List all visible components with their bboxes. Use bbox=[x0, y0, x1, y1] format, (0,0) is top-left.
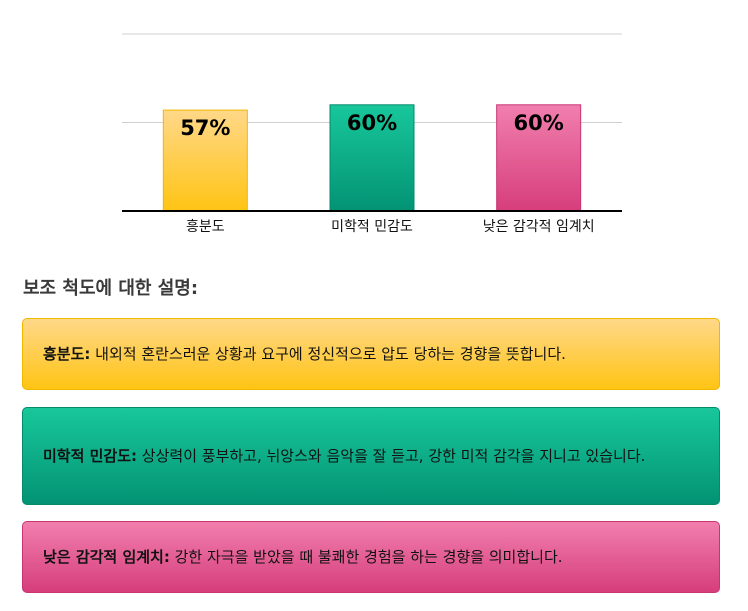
bar-2 bbox=[496, 104, 582, 212]
explanation-desc-excitation: 내외적 혼란스러운 상황과 요구에 정신적으로 압도 당하는 경향을 뜻합니다. bbox=[90, 345, 566, 363]
bar-chart-svg: 57% 흥분도 60% 미학적 민감도 60% 낮은 감각적 임계치 bbox=[122, 33, 622, 235]
explanation-desc-threshold: 강한 자극을 받았을 때 불쾌한 경험을 하는 경향을 의미합니다. bbox=[169, 548, 563, 566]
explanation-term-excitation: 흥분도: bbox=[43, 345, 91, 363]
bar-data-label-2: 60% bbox=[514, 111, 564, 135]
x-tick-label-0: 흥분도 bbox=[186, 219, 225, 235]
explanations-title: 보조 척도에 대한 설명: bbox=[23, 278, 199, 299]
bar-chart: 57% 흥분도 60% 미학적 민감도 60% 낮은 감각적 임계치 bbox=[0, 0, 748, 250]
explanation-card-aesthetic: 미학적 민감도: 상상력이 풍부하고, 뉘앙스와 음악을 잘 듣고, 강한 미적… bbox=[22, 407, 720, 505]
explanation-text-threshold: 낮은 감각적 임계치: 강한 자극을 받았을 때 불쾌한 경험을 하는 경향을 … bbox=[43, 543, 563, 571]
x-tick-label-1: 미학적 민감도 bbox=[331, 219, 413, 235]
explanation-text-aesthetic: 미학적 민감도: 상상력이 풍부하고, 뉘앙스와 음악을 잘 듣고, 강한 미적… bbox=[43, 442, 645, 470]
bar-1 bbox=[329, 104, 415, 212]
x-tick-label-2: 낮은 감각적 임계치 bbox=[483, 219, 595, 235]
explanation-card-threshold: 낮은 감각적 임계치: 강한 자극을 받았을 때 불쾌한 경험을 하는 경향을 … bbox=[22, 521, 720, 593]
bar-0 bbox=[162, 109, 248, 212]
bar-data-label-0: 57% bbox=[180, 116, 230, 140]
bar-data-label-1: 60% bbox=[347, 111, 397, 135]
explanation-text-excitation: 흥분도: 내외적 혼란스러운 상황과 요구에 정신적으로 압도 당하는 경향을 … bbox=[43, 340, 566, 368]
explanation-card-excitation: 흥분도: 내외적 혼란스러운 상황과 요구에 정신적으로 압도 당하는 경향을 … bbox=[22, 318, 720, 390]
explanation-term-threshold: 낮은 감각적 임계치: bbox=[43, 548, 170, 566]
explanation-desc-aesthetic: 상상력이 풍부하고, 뉘앙스와 음악을 잘 듣고, 강한 미적 감각을 지니고 … bbox=[137, 447, 646, 465]
explanation-term-aesthetic: 미학적 민감도: bbox=[43, 447, 138, 465]
